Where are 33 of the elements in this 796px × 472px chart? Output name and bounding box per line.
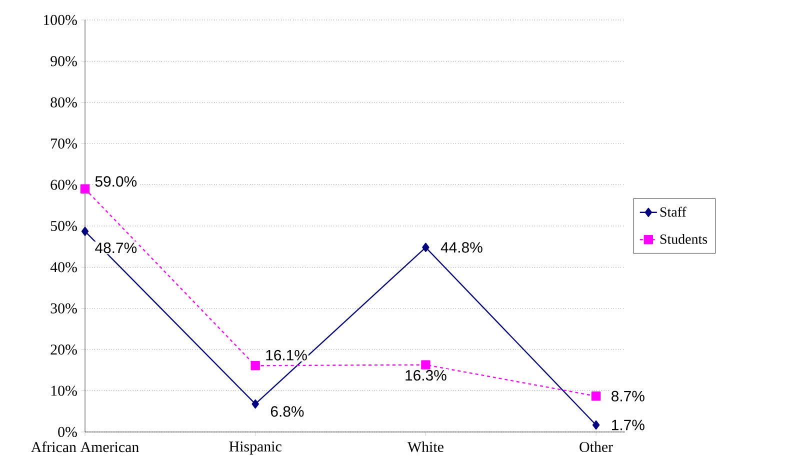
point — [252, 399, 259, 409]
data-label: 48.7% — [95, 242, 137, 254]
point — [422, 242, 430, 252]
y-tick-label: 60% — [50, 180, 77, 190]
data-label: 1.7% — [612, 420, 644, 430]
data-label: 16.1% — [266, 350, 307, 360]
data-label: 44.8% — [440, 242, 482, 253]
point — [250, 361, 260, 370]
point — [421, 360, 430, 370]
y-tick-label: 10% — [51, 386, 77, 396]
y-tick-label: 50% — [50, 220, 77, 232]
y-tick-label: 100% — [44, 14, 77, 26]
data-label: 59.0% — [95, 176, 137, 187]
point — [80, 184, 90, 194]
x-tick-label: African American — [31, 442, 139, 452]
x-tick-label: White — [407, 442, 444, 452]
y-tick-label: 0% — [58, 426, 77, 438]
y-tick-label: 90% — [50, 56, 77, 66]
y-tick-label: 30% — [50, 303, 77, 314]
legend-label: Staff — [660, 206, 686, 217]
data-label: 16.3% — [406, 370, 446, 381]
y-tick-label: 20% — [50, 344, 77, 355]
x-tick-label: Hispanic — [229, 442, 282, 455]
point — [592, 420, 600, 430]
data-label: 6.8% — [270, 406, 304, 417]
y-tick-label: 80% — [50, 97, 77, 108]
x-tick-label: Other — [580, 442, 613, 452]
point — [591, 392, 601, 401]
data-label: 8.7% — [612, 390, 644, 402]
y-tick-label: 40% — [50, 262, 77, 272]
legend-label: Students — [660, 234, 708, 244]
y-tick-label: 70% — [51, 138, 77, 149]
point — [81, 226, 89, 236]
